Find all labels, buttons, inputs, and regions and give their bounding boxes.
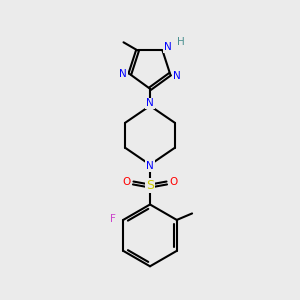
Text: N: N (164, 43, 172, 52)
Text: H: H (177, 37, 184, 47)
Text: N: N (119, 69, 127, 79)
Text: F: F (110, 214, 116, 224)
Text: N: N (146, 98, 154, 109)
Text: O: O (122, 177, 130, 187)
Text: N: N (146, 161, 154, 171)
Text: S: S (146, 179, 154, 192)
Text: O: O (169, 177, 178, 187)
Text: N: N (173, 70, 181, 81)
